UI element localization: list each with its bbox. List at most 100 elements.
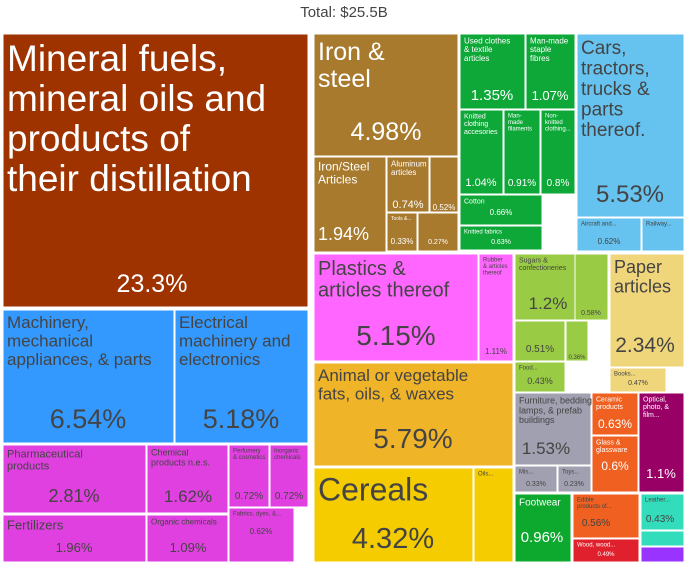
tile-iron-steel[interactable] xyxy=(313,33,459,157)
tile-label-used-clothes-textile-articles: Used clothes & textile articles xyxy=(464,37,510,63)
tile-value-leather: 0.43% xyxy=(646,514,674,525)
tile-inorganic-chemicals[interactable] xyxy=(269,444,309,508)
tile-value-optical-photo-film: 1.1% xyxy=(646,466,676,481)
tile-label-sugars-confectioneries: Sugars & confectioneries xyxy=(519,258,567,273)
tile-man-made-staple-fibres[interactable] xyxy=(525,33,576,110)
tile-label-miscellaneous: Mis... xyxy=(519,470,534,476)
tile-label-iron-steel: Iron & steel xyxy=(318,38,385,93)
tile-oils[interactable] xyxy=(473,467,514,563)
tile-toys[interactable] xyxy=(557,465,592,493)
tile-pharmaceutical-products[interactable] xyxy=(2,444,147,514)
tile-rubber-articles-thereof[interactable] xyxy=(478,253,514,362)
tile-label-perfumery-cosmetics: Perfumery & cosmetics xyxy=(233,449,265,461)
tile-value-food-preparations: 0.43% xyxy=(527,376,553,386)
tile-cereals[interactable] xyxy=(313,467,474,563)
tile-footwear[interactable] xyxy=(514,493,572,563)
tile-cotton[interactable] xyxy=(459,194,543,226)
tile-label-knitted-fabrics: Knitted fabrics xyxy=(464,230,502,236)
tile-other-metals[interactable] xyxy=(417,212,459,252)
tile-perfumery-cosmetics[interactable] xyxy=(228,444,270,508)
tile-knitted-clothing-accessories[interactable] xyxy=(459,109,504,195)
tile-books[interactable] xyxy=(609,367,667,393)
tile-machinery-mechanical-appliances-parts[interactable] xyxy=(2,309,175,444)
tile-value-non-knitted-clothing: 0.8% xyxy=(547,178,570,189)
tile-wood-wood-articles[interactable] xyxy=(572,538,640,563)
tile-aluminum-articles[interactable] xyxy=(386,156,430,213)
tile-railway[interactable] xyxy=(641,217,685,252)
tile-fertilizers[interactable] xyxy=(2,514,147,563)
tile-value-ceramic-products: 0.63% xyxy=(598,417,632,431)
tile-label-chemical-products-n-e-s: Chemical products n.e.s. xyxy=(151,448,210,468)
tile-teal-item[interactable] xyxy=(640,530,685,547)
tile-label-leather: Leather... xyxy=(645,498,670,504)
tile-edible-products-of-animal-origin[interactable] xyxy=(572,493,640,539)
tile-label-fabrics-dyes-paints: Fabrics, dyes, &... xyxy=(233,512,281,518)
tile-label-cotton: Cotton xyxy=(464,199,485,206)
tile-value-chemical-products-n-e-s: 1.62% xyxy=(164,487,212,506)
tile-agri-item-c[interactable] xyxy=(565,320,589,362)
tile-agri-item-b[interactable] xyxy=(514,320,566,362)
tile-label-mineral-fuels-mineral-oils-and-products-of-their-distillation: Mineral fuels, mineral oils and products o… xyxy=(7,38,266,199)
tile-label-ceramic-products: Ceramic products xyxy=(596,397,623,412)
tile-tools-implements[interactable] xyxy=(386,212,418,252)
tile-label-footwear: Footwear xyxy=(519,498,561,509)
tile-plastics-articles-thereof[interactable] xyxy=(313,253,479,362)
tile-aircraft-and-parts[interactable] xyxy=(576,217,642,252)
tile-value-footwear: 0.96% xyxy=(521,529,564,546)
tile-value-knitted-clothing-accessories: 1.04% xyxy=(465,177,496,189)
tile-label-optical-photo-film: Optical, photo, & film... xyxy=(643,397,669,419)
tile-purple-item[interactable] xyxy=(640,546,685,563)
tile-value-books: 0.47% xyxy=(628,380,648,387)
tile-knitted-fabrics[interactable] xyxy=(459,225,543,251)
tile-value-miscellaneous: 0.33% xyxy=(526,481,546,488)
tile-value-aircraft-and-parts: 0.62% xyxy=(598,237,621,246)
tile-iron-steel-articles[interactable] xyxy=(313,156,387,253)
tile-label-wood-wood-articles: Wood, wood... xyxy=(577,543,616,549)
tile-value-inorganic-chemicals: 0.72% xyxy=(275,491,303,502)
tile-fabrics-dyes-paints[interactable] xyxy=(228,507,295,563)
tile-value-plastics-articles-thereof: 5.15% xyxy=(356,320,435,351)
tile-label-animal-or-vegetable-fats-oils-waxes: Animal or vegetable fats, oils, & waxes xyxy=(318,366,468,403)
tile-electrical-machinery-and-electronics[interactable] xyxy=(174,309,309,444)
tile-label-man-made-staple-fibres: Man-made staple fibres xyxy=(530,37,569,63)
tile-value-cereals: 4.32% xyxy=(352,523,434,555)
tile-cars-tractors-trucks-parts-thereof[interactable] xyxy=(576,33,685,218)
tile-value-paper-articles: 2.34% xyxy=(615,334,675,357)
tile-non-knitted-clothing[interactable] xyxy=(540,109,576,195)
tile-label-cereals: Cereals xyxy=(318,471,428,507)
tile-agri-item-a[interactable] xyxy=(574,253,609,321)
tile-paper-articles[interactable] xyxy=(609,253,685,368)
tile-chemical-products-n-e-s[interactable] xyxy=(146,444,229,514)
tile-value-organic-chemicals: 1.09% xyxy=(170,540,207,555)
tile-leather[interactable] xyxy=(640,493,685,531)
tile-value-toys: 0.23% xyxy=(564,481,584,488)
tile-optical-photo-film[interactable] xyxy=(638,392,685,493)
tile-label-toys: Toys... xyxy=(562,470,580,476)
tile-value-iron-steel: 4.98% xyxy=(351,118,422,146)
tile-label-tools-implements: Tools &... xyxy=(391,216,412,222)
tile-mineral-fuels-mineral-oils-and-products-of-their-distillation[interactable] xyxy=(2,33,309,308)
tile-value-wood-wood-articles: 0.49% xyxy=(597,552,615,558)
tile-ceramic-products[interactable] xyxy=(591,392,639,436)
tile-food-preparations[interactable] xyxy=(514,361,566,393)
tile-man-made-filaments[interactable] xyxy=(503,109,541,195)
tile-value-other-metals: 0.27% xyxy=(428,239,448,246)
tile-animal-or-vegetable-fats-oils-waxes[interactable] xyxy=(313,362,514,467)
tile-used-clothes-textile-articles[interactable] xyxy=(459,33,526,110)
tile-label-glass-glassware: Glass & glassware xyxy=(596,440,628,455)
tile-copper[interactable] xyxy=(429,156,459,213)
tile-value-edible-products-of-animal-origin: 0.56% xyxy=(582,518,610,529)
tile-label-organic-chemicals: Organic chemicals xyxy=(151,518,217,527)
tile-miscellaneous[interactable] xyxy=(514,465,558,493)
tile-label-non-knitted-clothing: Non-knitted clothing... xyxy=(545,114,571,133)
tile-label-inorganic-chemicals: Inorganic chemicals xyxy=(274,449,301,461)
tile-value-electrical-machinery-and-electronics: 5.18% xyxy=(203,404,280,434)
tile-organic-chemicals[interactable] xyxy=(146,514,229,563)
tile-value-man-made-staple-fibres: 1.07% xyxy=(532,88,569,103)
tile-furniture-bedding-lamps-prefab-buildings[interactable] xyxy=(514,392,592,466)
tile-glass-glassware[interactable] xyxy=(591,435,639,493)
tile-label-man-made-filaments: Man-made filaments xyxy=(508,114,532,133)
chart-title: Total: $25.5B xyxy=(300,4,388,21)
tile-value-agri-item-a: 0.58% xyxy=(581,310,601,317)
